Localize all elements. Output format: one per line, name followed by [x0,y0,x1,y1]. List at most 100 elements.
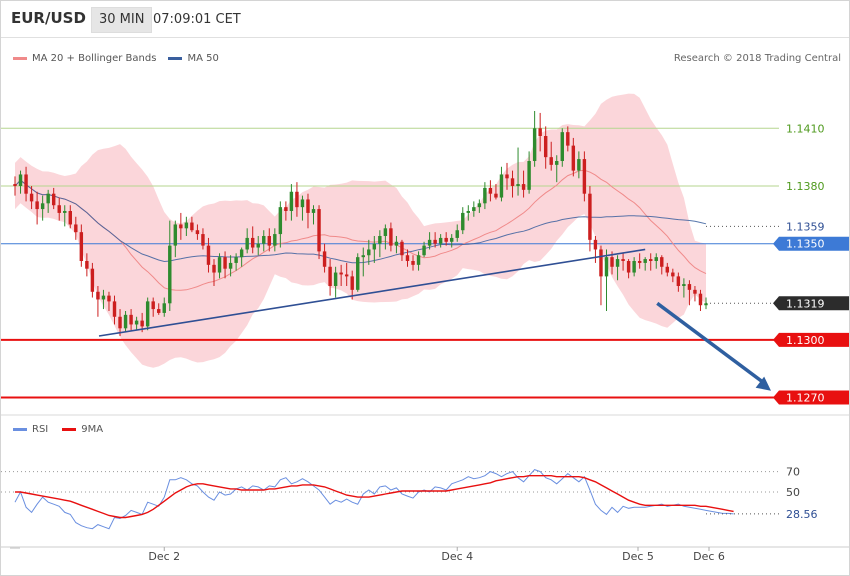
candle-body [317,209,321,252]
candle-body [416,255,421,265]
instrument-name: EUR/USD [11,9,86,27]
candle-body [162,303,166,313]
trendline [98,248,646,337]
candle-body [96,291,100,300]
candle-body [278,207,283,235]
candle-body [311,209,316,213]
rsi-panel-layer: 70 50 28.56 [1,466,818,530]
candle-body [267,236,272,246]
candle-body [494,193,498,198]
legend-item-rsi: RSI [13,424,48,435]
candle-body [24,174,28,194]
candle-body [140,320,144,327]
trendline-layer [98,248,771,391]
candle-body [344,274,349,277]
candle-body [378,236,382,244]
candle-body [295,191,299,208]
candle-body [394,241,399,246]
candles-layer [13,111,708,336]
x-tick-label: Dec 2 [148,550,180,563]
candle-body [372,243,377,250]
candle-body [57,205,61,213]
candle-body [339,272,343,275]
candle-body [18,174,23,186]
resistance-1-1359-label: 1.1359 [786,220,825,233]
price-levels-layer [1,127,779,399]
candle-body [665,266,670,273]
rsi-ma-line [15,475,734,519]
candle-body [488,187,493,194]
candle-body [179,224,183,229]
candle-body [455,230,459,238]
candle-body [433,239,437,244]
candle-body [461,212,465,231]
candle-body [521,184,526,190]
x-tick-label: Dec 6 [693,550,725,563]
candle-body [422,245,426,256]
candle-body [74,224,78,233]
candle-body [599,249,603,277]
timestamp: 07:09:01 CET [153,12,241,27]
candle-body [588,193,592,240]
header-divider [1,37,849,38]
candle-body [13,184,17,186]
candle-body [615,259,620,267]
candle-body [256,243,260,248]
candle-body [571,145,576,171]
candle-body [63,211,67,213]
candle-body [472,207,476,211]
pivot-1-1350-label: 1.1350 [786,238,825,251]
candle-body [632,261,636,273]
current-price-label-bg [773,296,849,311]
candle-body [151,301,155,310]
candle-body [427,239,432,246]
candle-body [444,237,448,242]
candle-body [68,211,72,225]
candle-body [29,193,34,202]
candle-body [262,236,266,244]
legend-swatch-ma20 [13,57,27,60]
legend-item-9ma: 9MA [62,424,103,435]
candle-body [693,289,697,294]
candle-body [660,257,664,267]
candle-body [582,159,587,194]
legend-swatch-ma50 [168,57,183,60]
candle-body [626,261,631,273]
candle-body [51,193,56,206]
candle-body [682,284,686,286]
candle-body [389,228,393,246]
candle-body [676,276,681,286]
support-1-1270-label-bg [773,390,849,405]
candle-body [555,161,559,165]
candle-body [306,199,310,213]
legend-label-rsi: RSI [32,424,49,435]
candle-body [621,259,625,261]
candle-body [438,237,443,244]
candle-body [367,249,371,256]
legend-swatch-9ma [62,428,77,431]
candle-body [383,228,388,236]
candle-body [400,241,404,256]
current-price-label: 1.1319 [786,297,825,310]
candle-body [698,293,703,306]
candle-body [505,174,509,179]
bollinger-band [15,93,706,368]
candle-body [322,251,327,267]
candle-body [654,257,658,261]
candle-body [157,309,161,313]
candle-body [201,234,205,246]
rsi-legend: RSI 9MA [13,424,117,435]
candle-body [610,257,614,267]
candle-body [333,272,338,286]
candle-body [532,128,537,161]
candle-body [195,230,200,235]
ma20-line [14,169,707,291]
pivot-1-1350-label-bg [773,236,849,251]
candle-body [250,237,255,248]
timeframe-button[interactable]: 30 MIN [91,7,153,33]
candle-body [543,136,548,158]
support-1-1300-label-bg [773,332,849,347]
candle-body [560,132,564,161]
